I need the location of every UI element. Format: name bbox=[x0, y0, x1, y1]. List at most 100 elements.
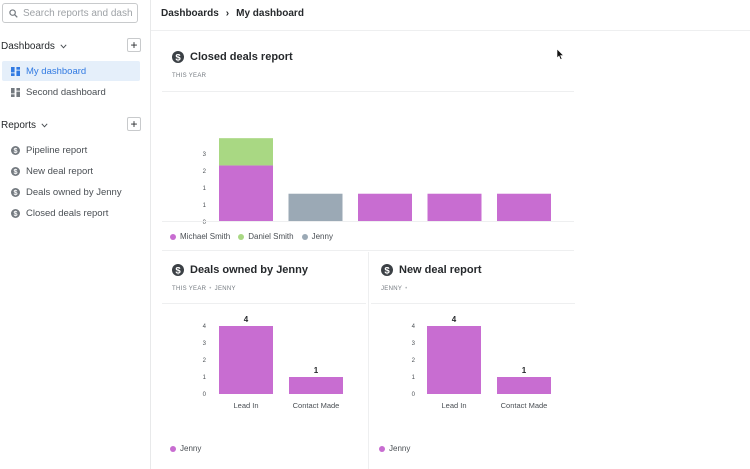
filter-period: THIS YEAR bbox=[172, 73, 207, 79]
search-box[interactable] bbox=[2, 3, 138, 23]
search-icon bbox=[9, 8, 18, 18]
deals-owned-by-jenny-card: $ Deals owned by Jenny THIS YEAR • JENNY 0… bbox=[162, 253, 366, 469]
legend-swatch bbox=[170, 445, 176, 452]
divider bbox=[162, 303, 366, 304]
dollar-icon: $ bbox=[11, 166, 20, 176]
svg-text:$: $ bbox=[175, 52, 181, 63]
dashboard-icon bbox=[11, 66, 20, 76]
card-filters: JENNY • bbox=[381, 286, 411, 292]
svg-text:$: $ bbox=[14, 146, 18, 155]
legend-label: Jenny bbox=[311, 232, 333, 241]
add-dashboard-button[interactable]: + bbox=[127, 38, 141, 52]
breadcrumb-current: My dashboard bbox=[236, 8, 304, 19]
y-tick-label: 1 bbox=[203, 203, 207, 209]
chart-bar bbox=[288, 193, 343, 222]
y-tick-label: 2 bbox=[203, 169, 207, 175]
dollar-icon: $ bbox=[172, 51, 184, 63]
sidebar-item-second-dashboard[interactable]: Second dashboard bbox=[2, 82, 140, 102]
y-tick-label: 0 bbox=[203, 220, 207, 226]
chevron-down-icon[interactable] bbox=[41, 122, 48, 128]
legend-label: Jenny bbox=[180, 444, 202, 453]
divider bbox=[162, 221, 574, 222]
chart-bar bbox=[219, 326, 273, 394]
chart-legend: Jenny bbox=[379, 444, 418, 453]
chart-bar bbox=[427, 326, 481, 394]
breadcrumb: Dashboards › My dashboard bbox=[161, 8, 304, 19]
y-tick-label: 3 bbox=[203, 341, 207, 347]
dollar-icon: $ bbox=[172, 264, 184, 276]
sidebar-item-my-dashboard[interactable]: My dashboard bbox=[2, 61, 140, 81]
dollar-icon: $ bbox=[11, 187, 20, 197]
legend-swatch bbox=[301, 233, 308, 240]
sidebar-item-closed-deals-report[interactable]: $ Closed deals report bbox=[2, 203, 140, 223]
card-title[interactable]: $ Deals owned by Jenny bbox=[172, 264, 308, 276]
divider bbox=[371, 303, 575, 304]
y-tick-label: 4 bbox=[203, 324, 207, 330]
divider bbox=[162, 250, 574, 251]
x-tick-label: Contact Made bbox=[293, 401, 340, 410]
sidebar-item-label: Second dashboard bbox=[26, 86, 106, 98]
dollar-icon: $ bbox=[381, 264, 393, 276]
new-deal-report-chart: 0 1 2 3 4 4 Lead In 1 Contact Made bbox=[412, 315, 551, 410]
chevron-right-icon: › bbox=[225, 8, 230, 19]
add-report-button[interactable]: + bbox=[127, 117, 141, 131]
chart-legend: Michael Smith Daniel Smith Jenny bbox=[170, 232, 341, 241]
sidebar-item-new-deal-report[interactable]: $ New deal report bbox=[2, 161, 140, 181]
legend-item[interactable]: Jenny bbox=[301, 232, 333, 241]
svg-text:$: $ bbox=[14, 167, 18, 176]
divider bbox=[162, 91, 574, 92]
legend-item[interactable]: Jenny bbox=[379, 444, 410, 453]
x-tick-label: Lead In bbox=[441, 401, 466, 410]
data-label: 4 bbox=[244, 315, 249, 324]
y-tick-label: 0 bbox=[203, 392, 207, 398]
filter-separator: • bbox=[405, 286, 408, 292]
legend-swatch bbox=[379, 445, 385, 452]
search-input[interactable] bbox=[18, 7, 133, 19]
sidebar-item-label: Pipeline report bbox=[26, 144, 88, 156]
sidebar-item-label: Closed deals report bbox=[26, 207, 109, 219]
deals-owned-by-jenny-chart: 0 1 2 3 4 4 Lead In 1 Contact Made bbox=[203, 315, 343, 410]
card-title-text: New deal report bbox=[399, 264, 482, 276]
y-tick-label: 2 bbox=[203, 358, 207, 364]
legend-item[interactable]: Jenny bbox=[170, 444, 201, 453]
data-label: 1 bbox=[522, 366, 527, 375]
y-tick-label: 0 bbox=[412, 392, 416, 398]
chart-bar bbox=[289, 377, 343, 394]
svg-text:$: $ bbox=[384, 265, 390, 276]
top-bar: Dashboards › My dashboard bbox=[151, 0, 750, 31]
chart-bar bbox=[219, 165, 273, 222]
sidebar-item-pipeline-report[interactable]: $ Pipeline report bbox=[2, 140, 140, 160]
card-title-text: Deals owned by Jenny bbox=[190, 264, 308, 276]
sidebar-item-deals-owned-by-jenny[interactable]: $ Deals owned by Jenny bbox=[2, 182, 140, 202]
dollar-icon: $ bbox=[11, 145, 20, 155]
card-title[interactable]: $ Closed deals report bbox=[172, 51, 293, 63]
chart-bar bbox=[358, 193, 412, 222]
filter-owner: JENNY bbox=[381, 286, 403, 292]
legend-item[interactable]: Michael Smith bbox=[170, 232, 230, 241]
filter-period: THIS YEAR bbox=[172, 286, 207, 292]
chevron-down-icon[interactable] bbox=[60, 43, 67, 49]
mouse-cursor-icon bbox=[557, 49, 564, 60]
legend-item[interactable]: Daniel Smith bbox=[238, 232, 294, 241]
x-tick-label: Lead In bbox=[233, 401, 258, 410]
y-tick-label: 2 bbox=[412, 358, 416, 364]
legend-label: Michael Smith bbox=[180, 232, 231, 241]
card-title[interactable]: $ New deal report bbox=[381, 264, 482, 276]
data-label: 4 bbox=[452, 315, 457, 324]
reports-heading: Reports bbox=[1, 119, 37, 131]
dashboards-heading: Dashboards bbox=[1, 40, 55, 52]
dashboards-section-header[interactable]: Dashboards + bbox=[1, 38, 141, 54]
reports-section-header[interactable]: Reports + bbox=[1, 117, 141, 133]
breadcrumb-root-link[interactable]: Dashboards bbox=[161, 8, 219, 19]
chart-bar bbox=[497, 377, 551, 394]
y-tick-label: 1 bbox=[203, 375, 207, 381]
legend-swatch bbox=[170, 233, 176, 240]
sidebar: Dashboards + My dashboard Second dashboa… bbox=[0, 0, 151, 469]
y-tick-label: 1 bbox=[412, 375, 416, 381]
card-filters: THIS YEAR • JENNY bbox=[172, 286, 236, 292]
legend-label: Jenny bbox=[389, 444, 411, 453]
chart-bar bbox=[497, 193, 551, 222]
sidebar-item-label: Deals owned by Jenny bbox=[26, 186, 122, 198]
svg-text:$: $ bbox=[14, 209, 18, 218]
filter-separator: • bbox=[209, 286, 212, 292]
